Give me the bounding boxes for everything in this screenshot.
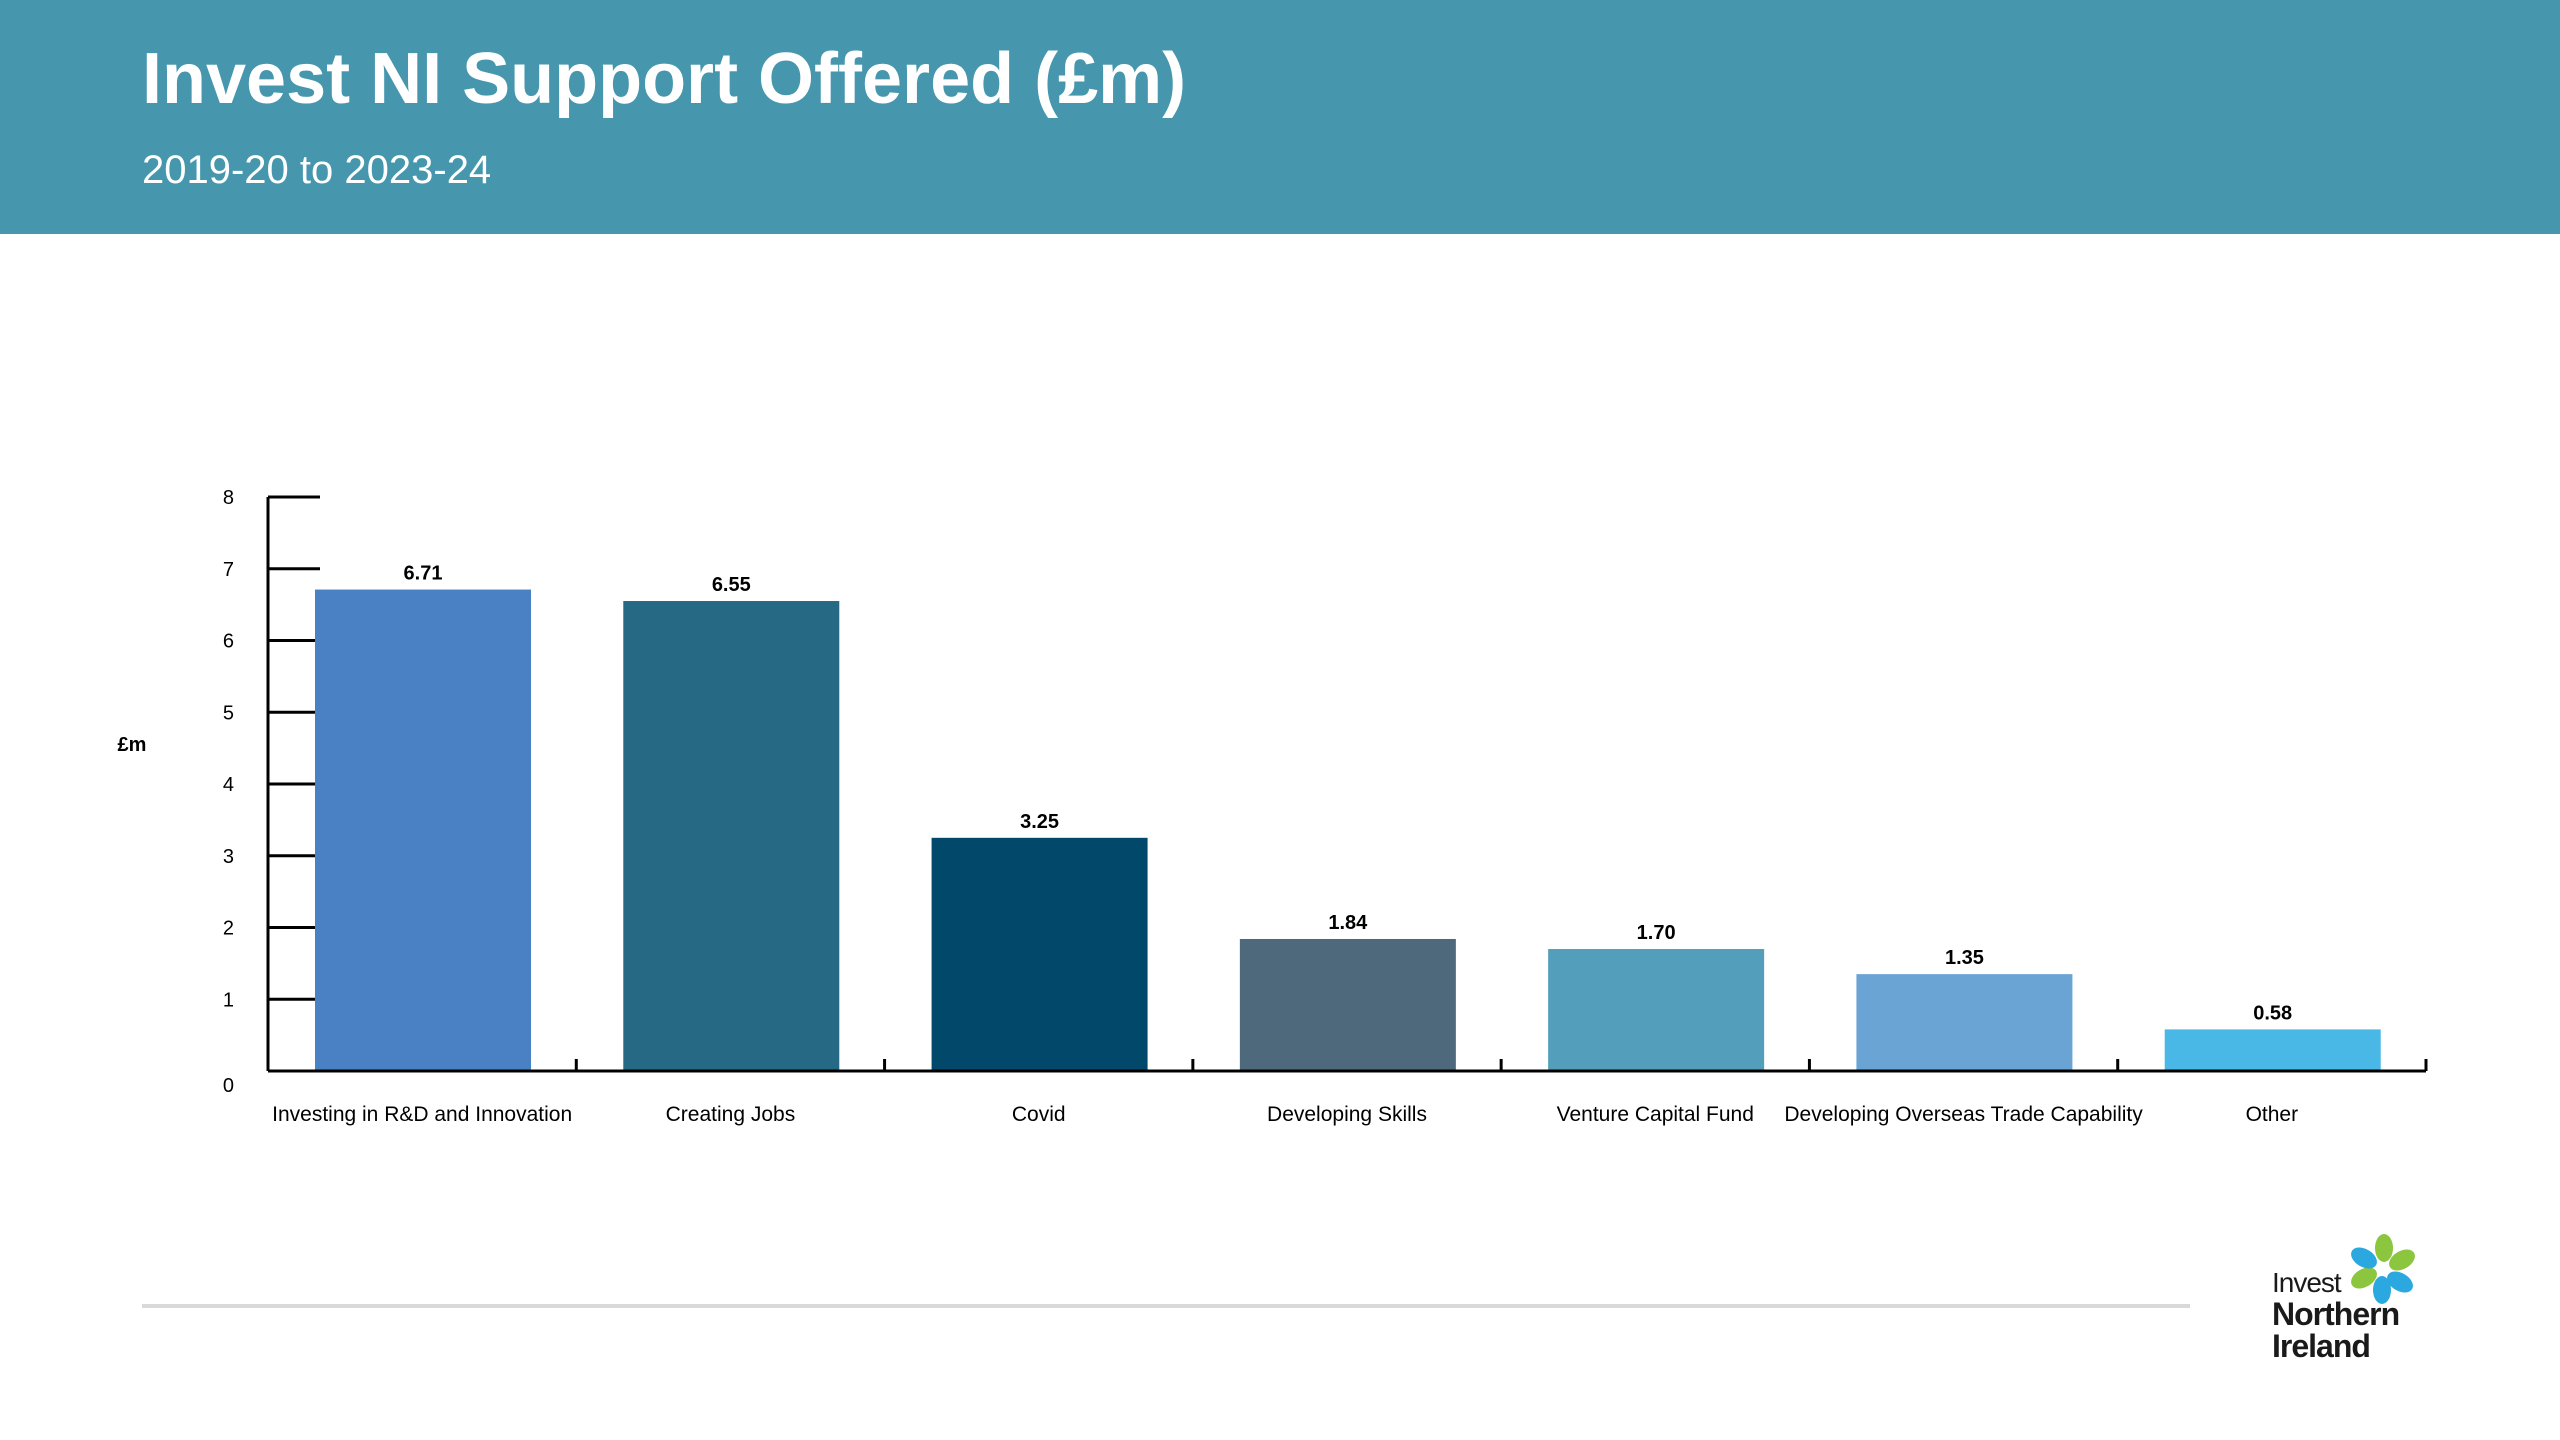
y-tick-label: 8 — [223, 487, 234, 509]
x-category-label: Covid — [1012, 1103, 1066, 1126]
y-tick-label: 5 — [223, 702, 234, 724]
bar — [1856, 974, 2073, 1071]
footer-divider — [142, 1304, 2190, 1308]
x-category-label: Creating Jobs — [666, 1103, 796, 1126]
x-category-label: Venture Capital Fund — [1557, 1103, 1754, 1126]
logo-line-invest: Invest — [2272, 1267, 2342, 1298]
y-tick-label: 3 — [223, 846, 234, 868]
bar — [931, 837, 1148, 1071]
page-subtitle: 2019-20 to 2023-24 — [142, 148, 492, 192]
bar — [1239, 938, 1456, 1071]
bar-value-label: 6.55 — [712, 574, 751, 596]
y-tick-label: 6 — [223, 631, 234, 653]
axes — [266, 497, 2428, 1073]
invest-ni-logo-icon — [2351, 1234, 2415, 1304]
bar — [2164, 1029, 2381, 1071]
bar-value-label: 6.71 — [404, 563, 443, 585]
logo-line-northern: Northern — [2272, 1296, 2400, 1332]
header-banner: Invest NI Support Offered (£m) 2019-20 t… — [0, 0, 2560, 234]
logo-wordmark: Invest Northern Ireland — [2272, 1267, 2400, 1364]
y-axis-ticks: 0 1 2 3 4 5 6 7 8 — [223, 487, 320, 1097]
x-category-label: Developing Overseas Trade Capability — [1784, 1103, 2143, 1126]
logo-line-ireland: Ireland — [2272, 1328, 2371, 1364]
bar-value-label: 3.25 — [1020, 811, 1059, 833]
x-category-label: Investing in R&D and Innovation — [272, 1103, 572, 1126]
bar-value-label: 1.70 — [1637, 922, 1676, 944]
x-category-label: Developing Skills — [1267, 1103, 1427, 1126]
bars-group: 6.71 Investing in R&D and Innovation 6.55 C… — [272, 563, 2381, 1126]
y-tick-label: 2 — [223, 918, 234, 940]
page-title: Invest NI Support Offered (£m) — [142, 39, 1187, 119]
y-tick-label: 4 — [223, 774, 234, 796]
bar-value-label: 0.58 — [2253, 1002, 2292, 1024]
y-tick-label: 7 — [223, 559, 234, 581]
bar — [315, 589, 531, 1071]
bar-value-label: 1.35 — [1945, 947, 1984, 969]
y-tick-label: 0 — [223, 1075, 234, 1097]
bar — [1548, 949, 1765, 1071]
bar-value-label: 1.84 — [1328, 912, 1368, 934]
x-category-label: Other — [2246, 1103, 2299, 1126]
y-tick-label: 1 — [223, 989, 234, 1011]
y-axis-title: £m — [118, 734, 147, 756]
bar — [623, 601, 840, 1071]
